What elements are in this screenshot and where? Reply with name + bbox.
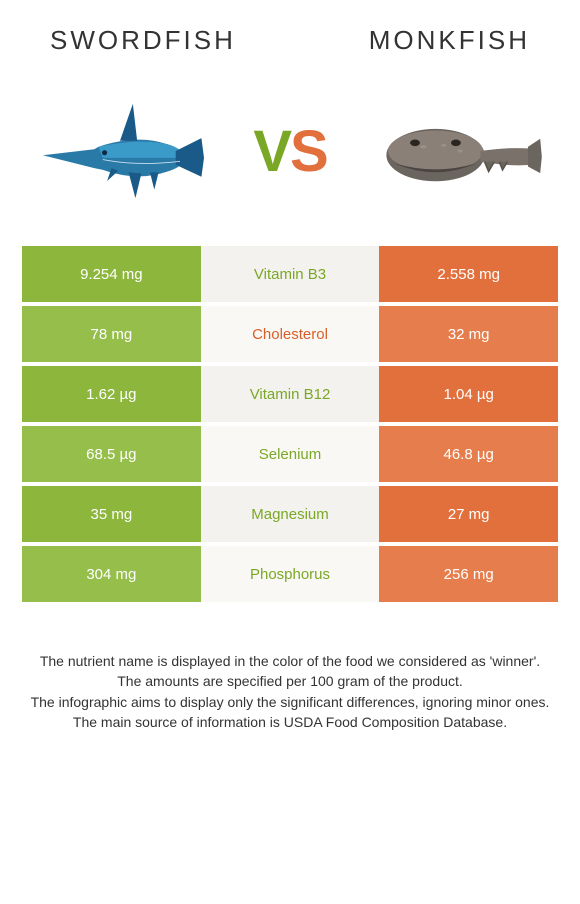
right-value: 1.04 µg: [379, 366, 558, 422]
title-left: SWORDFISH: [50, 25, 236, 56]
title-right: MONKFISH: [369, 25, 530, 56]
header: SWORDFISH MONKFISH: [0, 0, 580, 66]
monkfish-icon: [375, 106, 545, 196]
nutrient-name: Phosphorus: [201, 546, 380, 602]
right-value: 2.558 mg: [379, 246, 558, 302]
vs-s: S: [290, 119, 327, 184]
nutrient-row: 68.5 µgSelenium46.8 µg: [22, 426, 558, 482]
swordfish-icon: [30, 91, 210, 211]
hero-row: VS: [0, 66, 580, 246]
vs-label: VS: [253, 118, 326, 185]
left-value: 68.5 µg: [22, 426, 201, 482]
left-value: 78 mg: [22, 306, 201, 362]
monkfish-image: [370, 86, 550, 216]
right-value: 256 mg: [379, 546, 558, 602]
nutrient-table: 9.254 mgVitamin B32.558 mg78 mgCholester…: [0, 246, 580, 602]
nutrient-row: 35 mgMagnesium27 mg: [22, 486, 558, 542]
left-value: 9.254 mg: [22, 246, 201, 302]
left-value: 304 mg: [22, 546, 201, 602]
footer-line-3: The infographic aims to display only the…: [25, 692, 555, 712]
nutrient-row: 78 mgCholesterol32 mg: [22, 306, 558, 362]
right-value: 32 mg: [379, 306, 558, 362]
left-value: 35 mg: [22, 486, 201, 542]
nutrient-name: Selenium: [201, 426, 380, 482]
left-value: 1.62 µg: [22, 366, 201, 422]
swordfish-image: [30, 86, 210, 216]
footer-notes: The nutrient name is displayed in the co…: [0, 606, 580, 732]
right-value: 46.8 µg: [379, 426, 558, 482]
footer-line-4: The main source of information is USDA F…: [25, 712, 555, 732]
vs-v: V: [253, 119, 290, 184]
nutrient-row: 1.62 µgVitamin B121.04 µg: [22, 366, 558, 422]
footer-line-1: The nutrient name is displayed in the co…: [25, 651, 555, 671]
nutrient-name: Magnesium: [201, 486, 380, 542]
nutrient-name: Cholesterol: [201, 306, 380, 362]
nutrient-row: 9.254 mgVitamin B32.558 mg: [22, 246, 558, 302]
footer-line-2: The amounts are specified per 100 gram o…: [25, 671, 555, 691]
nutrient-row: 304 mgPhosphorus256 mg: [22, 546, 558, 602]
nutrient-name: Vitamin B3: [201, 246, 380, 302]
right-value: 27 mg: [379, 486, 558, 542]
nutrient-name: Vitamin B12: [201, 366, 380, 422]
